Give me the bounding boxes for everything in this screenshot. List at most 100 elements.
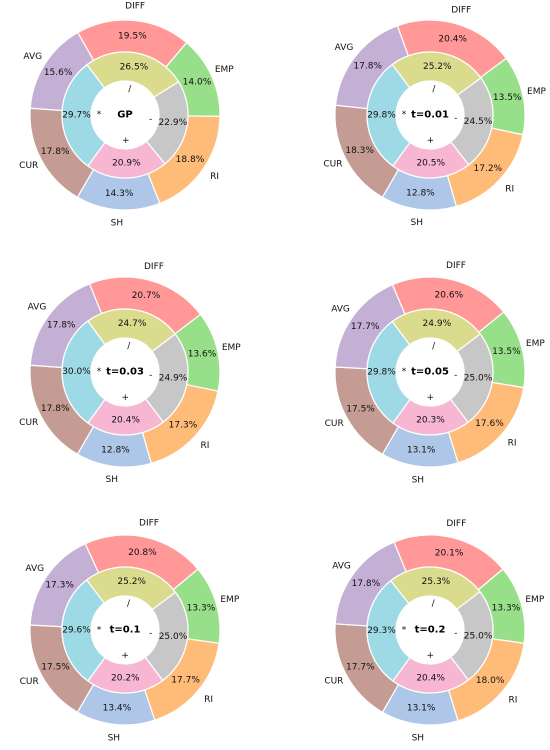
outer-pct-label-diff: 20.6% (435, 290, 464, 300)
outer-pct-label-avg: 17.8% (353, 61, 382, 71)
outer-category-label-sh: SH (106, 475, 118, 485)
outer-pct-label-ri: 17.2% (474, 164, 503, 174)
outer-pct-label-avg: 17.7% (351, 322, 380, 332)
inner-pct-label-sub: 22.9% (159, 118, 188, 128)
outer-pct-label-diff: 20.4% (438, 34, 467, 44)
donut-chart-6: 17.7%CUR 17.8%AVG 20.1% DIFF 13.3% EMP 18.0%RI… (324, 519, 545, 743)
outer-category-label-ri: RI (210, 172, 219, 182)
outer-category-label-cur: CUR (325, 419, 344, 429)
donut-chart-2: 18.3%CUR 17.8% AVG 20.4% DIFF 13.5% EMP 17.2%RI… (323, 6, 546, 229)
outer-pct-label-ri: 18.8% (176, 155, 205, 165)
inner-pct-label-div: 24.7% (118, 319, 147, 329)
outer-category-label-cur: CUR (19, 161, 38, 171)
outer-pct-label-diff: 19.5% (118, 31, 147, 41)
inner-category-label-sub: - (149, 114, 152, 124)
outer-pct-label-cur: 17.5% (41, 663, 70, 673)
inner-category-label-div: / (432, 341, 436, 351)
inner-slice-add (392, 656, 470, 694)
outer-category-label-emp: EMP (222, 343, 241, 353)
outer-pct-label-sh: 13.1% (407, 446, 436, 456)
inner-pct-label-mul: 29.3% (367, 626, 396, 636)
inner-category-label-mul: * (97, 625, 102, 635)
center-label: t=0.05 (411, 367, 449, 378)
donut-chart-4: 17.5%CUR 17.7%AVG 20.6% DIFF 13.5% EMP 17.6% RI… (325, 261, 546, 485)
outer-pct-label-cur: 17.8% (41, 404, 70, 414)
inner-pct-label-mul: 29.6% (62, 626, 91, 636)
inner-category-label-sub: - (454, 371, 457, 381)
outer-pct-label-emp: 13.3% (492, 603, 521, 613)
inner-category-label-div: / (127, 341, 131, 351)
inner-pct-label-add: 20.4% (111, 415, 140, 425)
inner-category-label-div: / (432, 599, 436, 609)
donut-chart-5: 17.5%CUR 17.3%AVG 20.8% DIFF 13.3% EMP 17.7% RI… (20, 519, 240, 744)
outer-pct-label-ri: 18.0% (476, 676, 505, 686)
outer-category-label-emp: EMP (215, 65, 234, 75)
outer-pct-label-avg: 15.6% (44, 68, 73, 78)
outer-category-label-diff: DIFF (125, 1, 145, 11)
outer-pct-label-sh: 12.8% (101, 445, 130, 455)
center-label: t=0.1 (110, 625, 141, 636)
inner-category-label-mul: * (97, 367, 102, 377)
outer-category-label-diff: DIFF (451, 6, 471, 16)
outer-category-label-ri: RI (505, 184, 514, 194)
inner-category-label-mul: * (402, 110, 407, 120)
inner-category-label-add: + (121, 651, 129, 661)
outer-category-label-emp: EMP (527, 87, 546, 97)
outer-category-label-avg: AVG (332, 561, 351, 571)
outer-pct-label-emp: 13.6% (188, 349, 217, 359)
outer-category-label-emp: EMP (220, 595, 239, 605)
inner-pct-label-sub: 25.0% (464, 631, 493, 641)
outer-category-label-sh: SH (411, 218, 423, 228)
outer-category-label-cur: CUR (323, 160, 342, 170)
inner-category-label-add: + (122, 136, 130, 146)
outer-pct-label-avg: 17.8% (352, 579, 381, 589)
outer-pct-label-avg: 17.8% (47, 320, 76, 330)
center-label: t=0.2 (415, 625, 446, 636)
outer-pct-label-emp: 14.0% (183, 77, 212, 87)
outer-category-label-ri: RI (508, 439, 517, 449)
outer-pct-label-sh: 13.1% (407, 704, 436, 714)
inner-category-label-add: + (426, 393, 434, 403)
donut-chart-1: 17.8%CUR 15.6%AVG 19.5% DIFF 14.0%EMP 18.8% RI… (19, 1, 234, 228)
inner-pct-label-mul: 29.7% (62, 110, 91, 120)
inner-pct-label-div: 25.2% (117, 577, 146, 587)
inner-category-label-sub: - (149, 629, 152, 639)
outer-pct-label-diff: 20.1% (435, 548, 464, 558)
outer-pct-label-cur: 17.7% (346, 662, 375, 672)
inner-category-label-div: / (127, 599, 131, 609)
inner-category-label-div: / (432, 84, 436, 94)
center-label: GP (117, 110, 133, 121)
outer-category-label-cur: CUR (20, 677, 39, 687)
inner-slice-add (392, 398, 469, 436)
outer-pct-label-avg: 17.3% (45, 581, 74, 591)
outer-category-label-ri: RI (204, 695, 213, 705)
outer-pct-label-ri: 17.6% (475, 419, 504, 429)
inner-category-label-mul: * (402, 626, 407, 636)
outer-category-label-avg: AVG (331, 305, 350, 315)
outer-category-label-emp: EMP (526, 339, 545, 349)
outer-pct-label-emp: 13.5% (493, 93, 522, 103)
outer-category-label-avg: AVG (28, 303, 47, 313)
donut-chart-3: 17.8%CUR17.8%AVG20.7%DIFF13.6%EMP17.3%RI… (19, 262, 241, 485)
outer-pct-label-emp: 13.5% (492, 347, 521, 357)
outer-category-label-diff: DIFF (139, 519, 159, 529)
inner-pct-label-add: 20.5% (416, 158, 445, 168)
inner-category-label-sub: - (149, 371, 152, 381)
inner-category-label-add: + (122, 393, 130, 403)
inner-category-label-sub: - (454, 628, 457, 638)
outer-category-label-sh: SH (108, 733, 120, 743)
outer-category-label-cur: CUR (324, 676, 343, 686)
inner-pct-label-sub: 24.5% (464, 117, 493, 127)
outer-category-label-avg: AVG (335, 43, 354, 53)
inner-slice-add (87, 140, 166, 179)
center-label: t=0.01 (411, 110, 449, 121)
inner-pct-label-sub: 25.0% (159, 632, 188, 642)
outer-pct-label-emp: 13.3% (187, 603, 216, 613)
inner-pct-label-div: 25.3% (422, 577, 451, 587)
outer-category-label-diff: DIFF (446, 519, 466, 529)
inner-category-label-div: / (128, 84, 132, 94)
outer-category-label-avg: AVG (23, 52, 42, 62)
inner-pct-label-div: 26.5% (120, 62, 149, 72)
outer-category-label-emp: EMP (525, 595, 544, 605)
